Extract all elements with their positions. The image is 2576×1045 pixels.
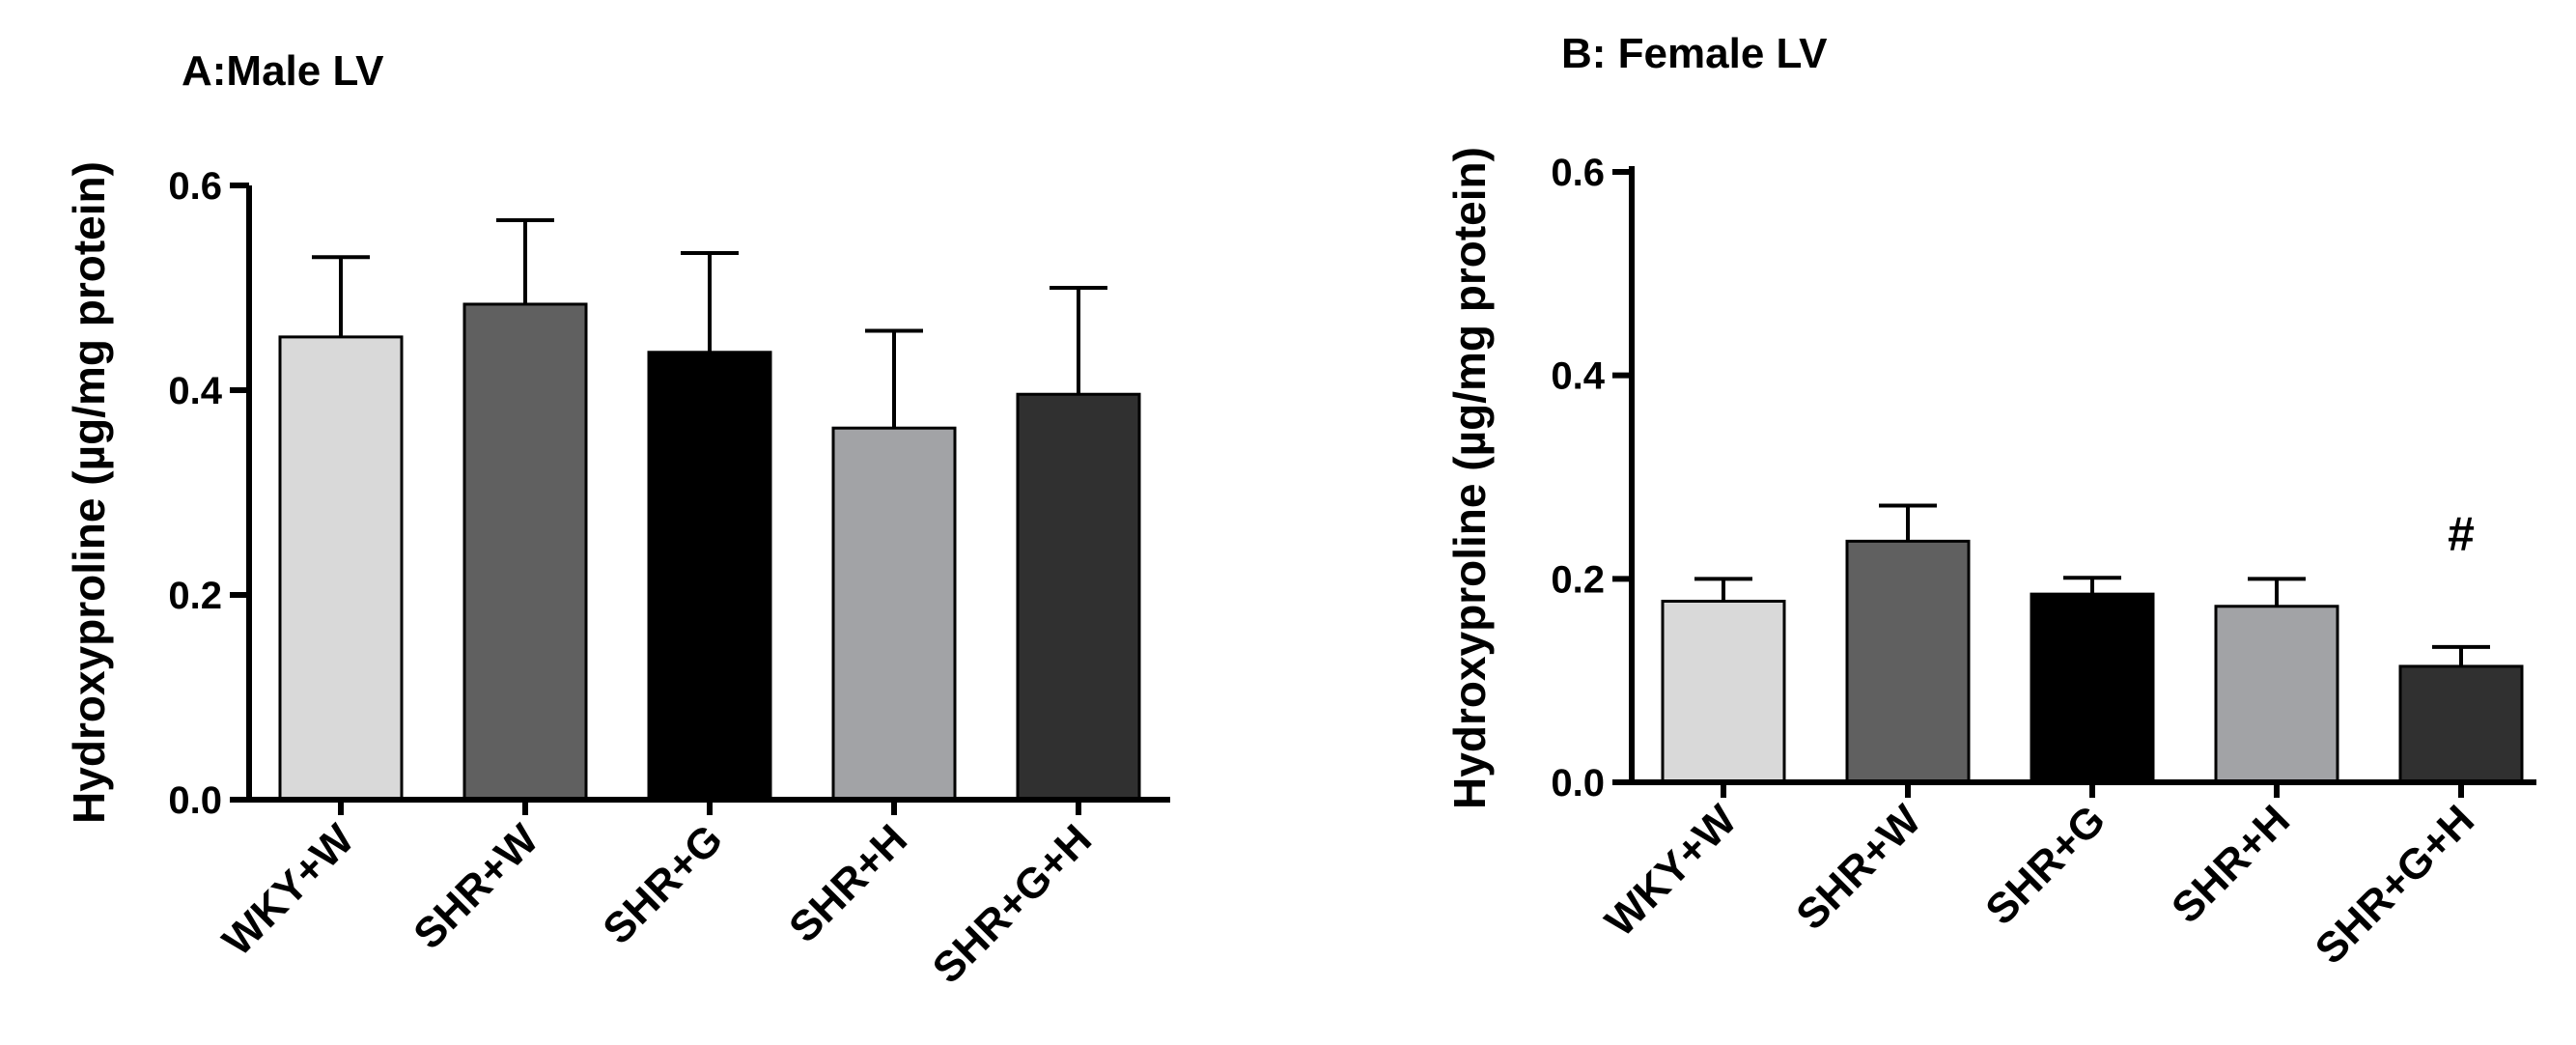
panel-female-lv: B: Female LV Hydroxyproline (µg/mg prote… [1444, 30, 2536, 974]
chart-title: B: Female LV [1561, 30, 1828, 77]
y-ticks: 0.0 0.2 0.4 0.6 [1551, 152, 1632, 805]
y-tick-label: 0.6 [168, 165, 222, 208]
chart-title: A:Male LV [182, 47, 384, 95]
bar-wky-w [278, 335, 404, 802]
y-tick-label: 0.4 [1551, 355, 1605, 398]
axes [246, 185, 1170, 815]
x-tick-label: SHR+G+H [924, 815, 1101, 992]
x-tick-label: SHR+H [2163, 796, 2299, 932]
bar-shr-g [2030, 592, 2155, 784]
y-tick-label: 0.0 [168, 779, 222, 822]
x-tick-label: SHR+W [405, 815, 547, 958]
y-tick-label: 0.6 [1551, 152, 1605, 194]
bar-wky-w [1661, 600, 1786, 784]
y-axis-label: Hydroxyproline (µg/mg protein) [1444, 147, 1495, 809]
annotations: # [2448, 507, 2475, 561]
x-tick-labels: WKY+W SHR+W SHR+G SHR+H SHR+G+H [1596, 796, 2483, 974]
bar-shr-g-h [1016, 392, 1141, 802]
x-tick-label: SHR+W [1787, 796, 1930, 939]
x-tick-label: WKY+W [1596, 796, 1746, 946]
bar-shr-h [831, 426, 957, 802]
y-ticks: 0.0 0.2 0.4 0.6 [168, 165, 249, 822]
error-bars [1694, 503, 2490, 666]
error-bars [312, 218, 1107, 429]
bar-shr-g-h [2398, 664, 2524, 784]
x-tick-label: SHR+G+H [2307, 796, 2483, 973]
axes [1629, 166, 2536, 798]
y-axis-label: Hydroxyproline (µg/mg protein) [64, 161, 114, 824]
x-tick-labels: WKY+W SHR+W SHR+G SHR+H SHR+G+H [213, 815, 1101, 993]
x-tick-label: SHR+G [1976, 796, 2114, 934]
x-tick-label: SHR+G [594, 815, 732, 953]
y-tick-label: 0.2 [1551, 558, 1605, 601]
bar-shr-w [462, 302, 588, 802]
x-tick-label: WKY+W [213, 815, 363, 965]
y-tick-label: 0.2 [168, 575, 222, 617]
bars [278, 302, 1141, 802]
bar-shr-w [1845, 539, 1971, 784]
y-tick-label: 0.0 [1551, 762, 1605, 805]
y-tick-label: 0.4 [168, 370, 222, 412]
x-tick-label: SHR+H [780, 815, 916, 951]
significance-marker: # [2448, 507, 2475, 561]
bar-shr-h [2214, 605, 2339, 784]
bar-shr-g [647, 351, 772, 802]
panel-male-lv: A:Male LV Hydroxyproline (µg/mg protein)… [64, 47, 1170, 993]
